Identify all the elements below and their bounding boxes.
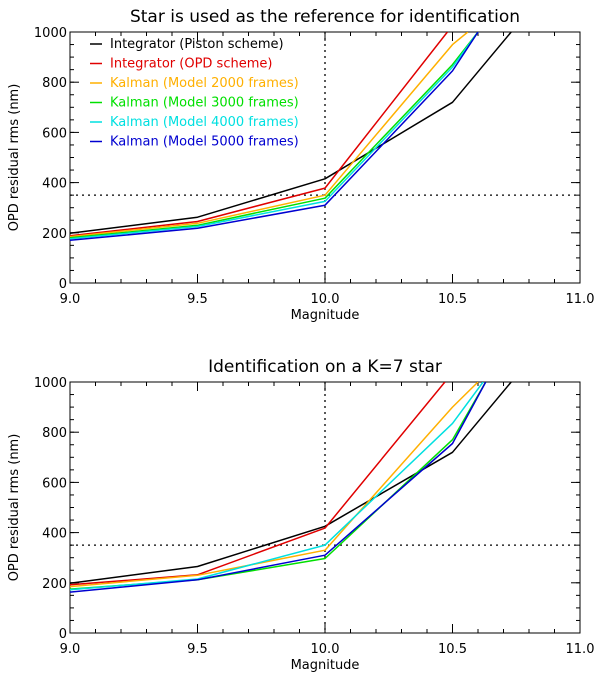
- legend-entry: Kalman (Model 4000 frames): [110, 115, 299, 130]
- y-tick-label: 200: [42, 577, 67, 592]
- y-tick-label: 1000: [34, 26, 67, 41]
- x-tick-label: 9.5: [187, 292, 208, 307]
- x-tick-label: 9.5: [187, 642, 208, 657]
- x-tick-label: 11.0: [566, 292, 595, 307]
- chart-panel-bottom: 9.0 9.5 10.0 10.5 11.0 0 200 400 600 800 1000 Ident…: [7, 357, 594, 673]
- series-group: [70, 382, 512, 593]
- legend-entry: Integrator (Piston scheme): [110, 37, 284, 52]
- y-tick-label: 800: [42, 426, 67, 441]
- y-tick-label: 200: [42, 227, 67, 242]
- x-axis-label: Magnitude: [291, 308, 360, 323]
- y-axis-label: OPD residual rms (nm): [7, 434, 22, 582]
- y-tick-label: 0: [59, 627, 67, 642]
- y-tick-label: 0: [59, 277, 67, 292]
- y-tick-label: 1000: [34, 376, 67, 391]
- series-line-0: [70, 32, 512, 235]
- series-line-5: [70, 382, 487, 593]
- chart-panel-top: 9.0 9.5 10.0 10.5 11.0 0 200 400 600 800 1000 Integ…: [7, 7, 594, 323]
- series-line-2: [70, 32, 469, 238]
- y-tick-label: 400: [42, 527, 67, 542]
- series-line-0: [70, 382, 512, 585]
- series-line-2: [70, 382, 479, 588]
- x-tick-label: 10.0: [311, 642, 340, 657]
- legend-entry: Kalman (Model 3000 frames): [110, 96, 299, 111]
- series-line-4: [70, 382, 484, 591]
- series-line-1: [70, 32, 448, 237]
- y-tick-label: 600: [42, 126, 67, 141]
- legend-entry: Kalman (Model 5000 frames): [110, 135, 299, 150]
- series-group: [70, 32, 512, 242]
- x-tick-label: 9.0: [60, 292, 81, 307]
- x-tick-label: 9.0: [60, 642, 81, 657]
- y-tick-label: 400: [42, 177, 67, 192]
- y-axis-label: OPD residual rms (nm): [7, 84, 22, 232]
- x-tick-label: 10.5: [438, 292, 467, 307]
- series-line-1: [70, 382, 446, 586]
- y-tick-label: 800: [42, 76, 67, 91]
- chart-title: Identification on a K=7 star: [208, 357, 442, 377]
- y-tick-label: 600: [42, 476, 67, 491]
- x-axis-label: Magnitude: [291, 658, 360, 673]
- legend-entry: Integrator (OPD scheme): [110, 57, 272, 72]
- series-line-5: [70, 32, 479, 242]
- x-tick-label: 11.0: [566, 642, 595, 657]
- x-tick-label: 10.5: [438, 642, 467, 657]
- series-line-4: [70, 32, 479, 240]
- chart-title: Star is used as the reference for identi…: [130, 7, 520, 27]
- series-line-3: [70, 32, 479, 239]
- legend-entry: Kalman (Model 2000 frames): [110, 76, 299, 91]
- x-tick-label: 10.0: [311, 292, 340, 307]
